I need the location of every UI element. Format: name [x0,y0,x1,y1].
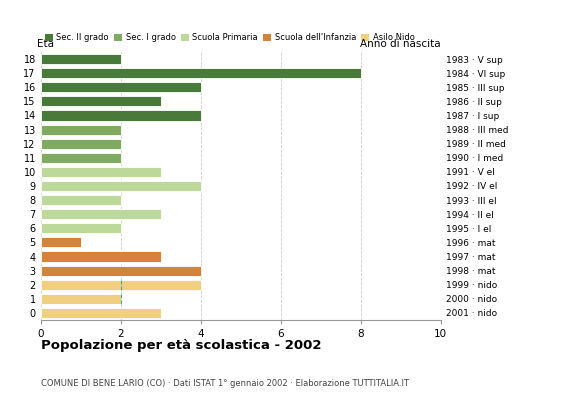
Bar [41,181,201,191]
Bar [41,195,121,205]
Bar [41,68,361,78]
Bar [41,82,201,92]
Bar [41,110,201,120]
Bar [41,124,121,135]
Bar [41,252,161,262]
Bar [41,153,121,163]
Bar [41,167,161,177]
Bar [41,266,201,276]
Bar [41,294,121,304]
Text: Anno di nascita: Anno di nascita [360,39,441,49]
Bar [41,96,161,106]
Text: Età: Età [37,39,53,49]
Bar [41,280,201,290]
Legend: Sec. II grado, Sec. I grado, Scuola Primaria, Scuola dell'Infanzia, Asilo Nido: Sec. II grado, Sec. I grado, Scuola Prim… [45,34,415,42]
Bar [41,209,161,219]
Text: Popolazione per età scolastica - 2002: Popolazione per età scolastica - 2002 [41,339,321,352]
Text: COMUNE DI BENE LARIO (CO) · Dati ISTAT 1° gennaio 2002 · Elaborazione TUTTITALIA: COMUNE DI BENE LARIO (CO) · Dati ISTAT 1… [41,379,408,388]
Bar [41,223,121,233]
Bar [41,139,121,149]
Bar [41,308,161,318]
Bar [41,54,121,64]
Bar [41,237,81,248]
